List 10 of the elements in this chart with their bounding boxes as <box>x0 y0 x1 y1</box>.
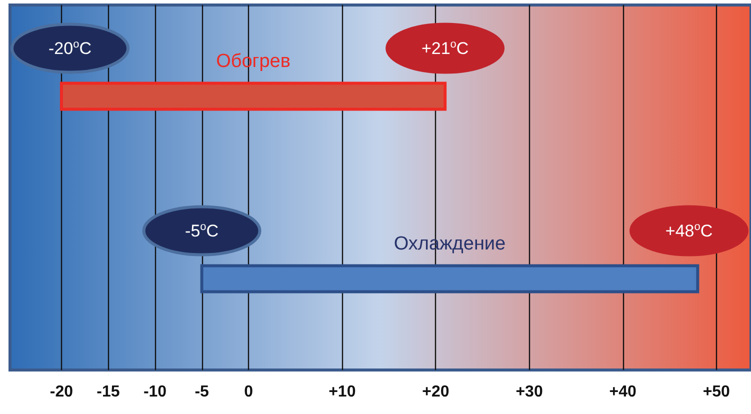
x-tick-label: -20 <box>50 384 74 400</box>
x-tick-label: -5 <box>194 384 210 400</box>
x-tick-label: +30 <box>516 384 543 400</box>
x-tick-label: +40 <box>609 384 636 400</box>
x-tick-label: +20 <box>422 384 450 400</box>
x-tick-label: -10 <box>143 384 167 400</box>
x-tick-label: +50 <box>702 384 730 400</box>
x-tick-label: -15 <box>96 384 120 400</box>
x-tick-label: 0 <box>244 384 254 400</box>
x-tick-label: +10 <box>328 384 356 400</box>
